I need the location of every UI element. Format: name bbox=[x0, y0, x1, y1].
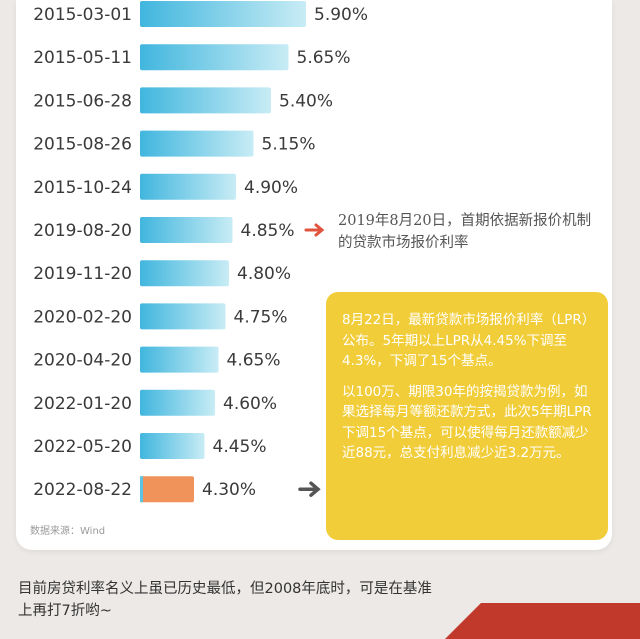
value-label: 4.45% bbox=[213, 437, 267, 457]
bar-2015-08-26 bbox=[140, 130, 254, 157]
gray-arrow-icon bbox=[298, 481, 321, 497]
bar-2019-08-20 bbox=[140, 217, 233, 243]
lpr-bar-chart: 2015-03-01 5.90% 2015-05-11 5.65% 2015-06-28… bbox=[33, 1, 368, 503]
bar-2020-04-20 bbox=[140, 346, 219, 373]
value-label: 5.90% bbox=[314, 5, 368, 25]
category-label: 2015-03-01 bbox=[33, 5, 132, 25]
value-label: 4.90% bbox=[244, 178, 298, 198]
category-label: 2015-05-11 bbox=[33, 48, 132, 68]
value-label: 4.65% bbox=[227, 351, 281, 371]
bar-2015-03-01 bbox=[140, 1, 306, 27]
decorative-red-band bbox=[481, 603, 640, 639]
category-label: 2020-02-20 bbox=[33, 307, 132, 327]
bar-2015-06-28 bbox=[140, 87, 271, 114]
bar-2015-10-24 bbox=[140, 173, 236, 200]
value-label: 5.40% bbox=[279, 91, 333, 111]
red-arrow-icon bbox=[304, 223, 325, 237]
category-label: 2015-06-28 bbox=[33, 91, 132, 111]
category-label: 2022-08-22 bbox=[33, 480, 132, 500]
data-source: 数据来源：Wind bbox=[30, 526, 106, 537]
bar-2019-11-20 bbox=[140, 260, 229, 287]
info-paragraph-1: 8月22日，最新贷款市场报价利率（LPR）公布。5年期以上LPR从4.45%下调… bbox=[342, 312, 589, 369]
value-label: 4.30% bbox=[202, 480, 256, 500]
category-label: 2015-08-26 bbox=[33, 135, 132, 155]
value-label: 4.60% bbox=[223, 394, 277, 414]
decorative-red-corner bbox=[445, 603, 481, 639]
bar-2022-05-20 bbox=[140, 433, 205, 459]
annotation-2019-lpr: 2019年8月20日，首期依据新报价机制的贷款市场报价利率 bbox=[338, 213, 592, 251]
category-label: 2022-05-20 bbox=[33, 437, 132, 457]
category-label: 2019-08-20 bbox=[33, 221, 132, 241]
lpr-info-box: 8月22日，最新贷款市场报价利率（LPR）公布。5年期以上LPR从4.45%下调… bbox=[326, 292, 608, 540]
value-label: 5.65% bbox=[297, 48, 351, 68]
bar-edge-2022-08-22 bbox=[140, 476, 143, 503]
info-paragraph-2: 以100万、期限30年的按揭贷款为例，如果选择每月等额还款方式，此次5年期LPR… bbox=[342, 383, 592, 462]
category-label: 2020-04-20 bbox=[33, 351, 132, 371]
value-label: 4.75% bbox=[234, 307, 288, 327]
bar-2022-01-20 bbox=[140, 389, 215, 416]
bar-2020-02-20 bbox=[140, 303, 226, 330]
value-label: 4.80% bbox=[237, 264, 291, 284]
category-label: 2015-10-24 bbox=[33, 178, 132, 198]
category-label: 2019-11-20 bbox=[33, 264, 132, 284]
value-label: 4.85% bbox=[241, 221, 295, 241]
category-label: 2022-01-20 bbox=[33, 394, 132, 414]
footer-note: 目前房贷利率名义上虽已历史最低，但2008年底时，可是在基准上再打7折哟~ bbox=[18, 581, 432, 619]
bar-2015-05-11 bbox=[140, 44, 289, 71]
bar-2022-08-22 bbox=[140, 476, 194, 503]
value-label: 5.15% bbox=[262, 135, 316, 155]
